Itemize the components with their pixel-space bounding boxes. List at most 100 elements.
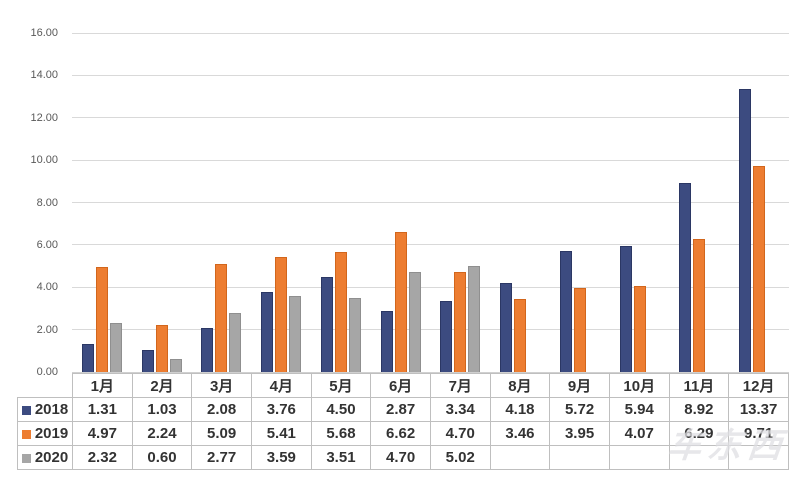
- bar-2019-10月: [633, 285, 646, 372]
- month-header-cell: 4月: [250, 373, 312, 398]
- gridline: [72, 74, 789, 76]
- gridline: [72, 286, 789, 288]
- bar-2019-11月: [693, 238, 706, 372]
- value-cell-2018-6月: 2.87: [370, 397, 431, 422]
- gridline: [72, 329, 789, 331]
- value-cell-2018-11月: 8.92: [668, 397, 730, 422]
- value-cell-2018-4月: 3.76: [250, 397, 312, 422]
- y-axis-tick-label: 4.00: [36, 281, 58, 294]
- table-row-2019: 2019 4.97 2.24 5.09 5.41 5.68 6.62 4.70 3.46 3.95…: [17, 421, 789, 446]
- value-cell-2019-10月: 4.07: [608, 421, 670, 446]
- month-header-cell: 6月: [370, 373, 431, 398]
- y-axis-tick-label: 14.00: [30, 69, 58, 82]
- value-cell-2018-7月: 3.34: [429, 397, 491, 422]
- value-cell-2020-4月: 3.59: [250, 445, 312, 470]
- value-cell-2020-7月: 5.02: [429, 445, 491, 470]
- legend-cell-2020: 2020: [17, 445, 73, 470]
- legend-swatch-icon: [21, 405, 31, 415]
- bar-2018-11月: [679, 183, 692, 372]
- bar-2019-9月: [573, 288, 586, 372]
- bar-2018-7月: [440, 301, 453, 372]
- table-row-2020: 2020 2.32 0.60 2.77 3.59 3.51 4.70 5.02: [17, 445, 789, 470]
- value-cell-2018-12月: 13.37: [728, 397, 789, 422]
- gridline: [72, 159, 789, 161]
- bar-2020-5月: [348, 297, 361, 372]
- y-axis-tick-label: 8.00: [36, 196, 58, 209]
- bar-2020-7月: [468, 265, 481, 372]
- value-cell-2020-11月: [668, 445, 730, 470]
- legend-cell-2019: 2019: [17, 421, 73, 446]
- value-cell-2020-8月: [489, 445, 551, 470]
- table-row-2018: 2018 1.31 1.03 2.08 3.76 4.50 2.87 3.34 4.18 5.72…: [17, 397, 789, 422]
- value-cell-2018-8月: 4.18: [489, 397, 551, 422]
- value-cell-2018-10月: 5.94: [608, 397, 670, 422]
- table-corner-cell: [18, 374, 73, 398]
- value-cell-2019-12月: 9.71: [728, 421, 789, 446]
- bar-2019-4月: [275, 257, 288, 372]
- y-axis-tick-label: 10.00: [30, 154, 58, 167]
- bar-2018-5月: [320, 276, 333, 372]
- value-cell-2018-2月: 1.03: [131, 397, 193, 422]
- bar-2020-4月: [289, 295, 302, 372]
- gridline: [72, 202, 789, 203]
- bar-2020-1月: [109, 322, 122, 372]
- value-cell-2019-1月: 4.97: [72, 421, 133, 446]
- value-cell-2018-3月: 2.08: [191, 397, 252, 422]
- value-cell-2019-2月: 2.24: [131, 421, 193, 446]
- value-cell-2020-3月: 2.77: [191, 445, 252, 470]
- value-cell-2019-4月: 5.41: [250, 421, 312, 446]
- legend-swatch-icon: [21, 453, 31, 463]
- value-cell-2020-5月: 3.51: [310, 445, 372, 470]
- bar-2018-4月: [261, 292, 274, 372]
- bar-2019-1月: [95, 266, 108, 372]
- legend-cell-2018: 2018: [17, 397, 73, 422]
- gridline: [72, 117, 789, 119]
- value-cell-2019-8月: 3.46: [489, 421, 551, 446]
- y-axis-tick-label: 0.00: [36, 366, 58, 378]
- y-axis-tick-label: 16.00: [30, 27, 58, 39]
- value-cell-2020-9月: [549, 445, 610, 470]
- bar-2018-9月: [559, 250, 572, 372]
- gridline: [72, 32, 789, 34]
- month-header-cell: 3月: [191, 373, 252, 398]
- bar-2020-2月: [169, 359, 182, 372]
- month-header-cell: 11月: [668, 373, 730, 398]
- value-cell-2020-10月: [608, 445, 670, 470]
- value-cell-2018-9月: 5.72: [549, 397, 610, 422]
- value-cell-2018-5月: 4.50: [310, 397, 372, 422]
- table-header-row: 1月 2月 3月 4月 5月 6月 7月 8月 9月 10月 11月 12月: [18, 373, 789, 398]
- value-cell-2019-5月: 5.68: [310, 421, 372, 446]
- value-cell-2019-6月: 6.62: [370, 421, 431, 446]
- month-header-cell: 12月: [728, 373, 789, 398]
- month-header-cell: 8月: [489, 373, 551, 398]
- bar-2019-8月: [514, 298, 527, 372]
- gridline: [72, 244, 789, 246]
- value-cell-2020-2月: 0.60: [131, 445, 193, 470]
- month-header-cell: 5月: [310, 373, 372, 398]
- value-cell-2019-11月: 6.29: [668, 421, 730, 446]
- bar-2019-12月: [753, 166, 766, 372]
- bar-2020-6月: [408, 272, 421, 372]
- bar-2018-2月: [141, 350, 154, 372]
- plot-area: [72, 32, 789, 373]
- month-header-cell: 1月: [72, 373, 133, 398]
- data-table: 1月 2月 3月 4月 5月 6月 7月 8月 9月 10月 11月 12月 2018 1.31 1.03 2…: [17, 373, 789, 470]
- bar-2019-5月: [334, 251, 347, 372]
- bar-2019-3月: [215, 264, 228, 372]
- legend-swatch-icon: [21, 429, 31, 439]
- value-cell-2019-3月: 5.09: [191, 421, 252, 446]
- bar-2018-12月: [739, 88, 752, 372]
- month-header-cell: 2月: [131, 373, 193, 398]
- month-header-cell: 9月: [549, 373, 610, 398]
- y-axis-tick-label: 2.00: [36, 323, 58, 336]
- bar-2020-3月: [229, 313, 242, 372]
- value-cell-2020-12月: [728, 445, 789, 470]
- value-cell-2020-6月: 4.70: [370, 445, 431, 470]
- bar-2018-10月: [619, 246, 632, 372]
- bar-2018-8月: [500, 283, 513, 372]
- bar-2018-1月: [81, 344, 94, 372]
- bar-2018-3月: [201, 327, 214, 372]
- month-header-cell: 10月: [608, 373, 670, 398]
- bar-2019-2月: [155, 324, 168, 372]
